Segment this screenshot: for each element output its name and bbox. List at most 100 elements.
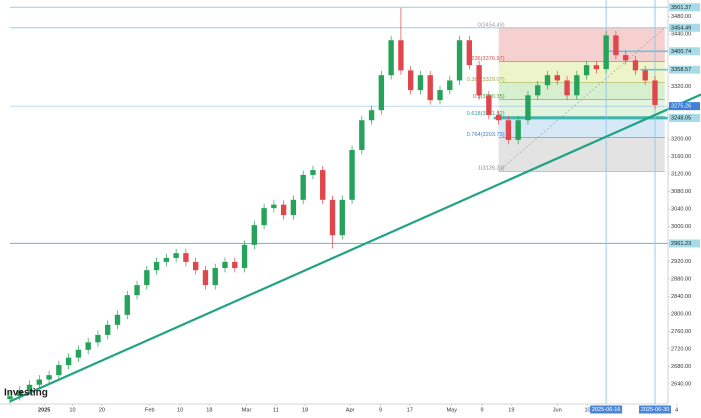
candle-body [476,65,482,96]
x-tick-label: Jun [553,407,562,413]
candle-body [583,65,590,76]
candle-body [564,80,570,96]
y-tick-label: 2720.00 [671,346,691,352]
candle-body [124,295,130,315]
candle-body [486,95,492,115]
date-label: 2025-06-16 [592,407,621,413]
candle-body [26,384,33,391]
fib-level-label: 0.764(3203.73) [467,132,505,138]
x-tick-label: 2025 [38,407,50,413]
y-tick-label: 2800.00 [671,311,691,317]
candle-body [163,257,170,262]
candle-body [417,75,424,91]
y-tick-label: 2640.00 [671,381,691,387]
candle-body [398,40,404,71]
y-tick-label: 3480.00 [671,14,691,20]
price-label: 3400.74 [671,49,691,55]
y-tick-label: 2840.00 [671,294,691,300]
candle-body [466,40,473,66]
candle-body [85,342,91,350]
candle-body [7,396,13,400]
candle-body [525,95,531,121]
date-label-box [590,405,623,414]
candle-body [114,314,121,325]
y-tick-label: 3080.00 [671,189,691,195]
price-label: 3454.49 [671,25,691,31]
y-tick-label: 2920.00 [671,259,691,265]
x-tick-label: 20 [99,407,105,413]
date-label-box [639,405,671,414]
x-tick-label: 10 [584,407,590,413]
fib-level-label: 1(3126.31) [478,166,505,172]
x-tick-label: 10 [177,407,183,413]
candle-body [232,261,238,269]
fib-level-label: 0.382(3329.07) [467,77,505,83]
candle-body [290,199,297,216]
candle-body [574,75,580,96]
candle-body [349,149,355,200]
trendline [9,93,701,403]
candle-body [427,75,433,101]
candle-body [46,375,52,380]
candle-body [212,268,218,286]
candle-body [241,244,248,269]
x-tick-label: 17 [407,407,413,413]
candle-body [437,90,443,101]
candle-body [388,40,394,76]
x-tick-label: 9 [480,407,483,413]
candle-body [320,170,326,200]
candle-body [329,199,336,236]
y-tick-label: 2680.00 [671,364,691,370]
fib-level-label: 0.618(3251.62) [467,111,505,117]
candle-body [202,270,209,286]
candle-body [407,70,414,91]
fib-band [498,116,665,138]
x-tick-label: Mar [242,407,252,413]
price-label-box [669,3,700,12]
candle-body [251,225,258,245]
line-layer [9,0,701,404]
candle-body [95,334,101,343]
candle-body [153,261,160,271]
candle-body [300,174,306,200]
candle-body [134,285,140,296]
date-label: 2025-06-30 [641,407,670,413]
price-label: 2961.23 [671,241,691,247]
candle-body [642,70,648,81]
y-tick-label: 3120.00 [671,172,691,178]
fib-level-label: 0.236(3376.97) [467,56,505,62]
candle-body [105,324,111,335]
candle-body [173,253,179,258]
candle-body [447,80,453,91]
x-tick-label: 4 [675,407,678,413]
fib-diagonal [498,27,665,172]
price-label: 3275.26 [671,104,691,110]
fib-band [498,99,665,117]
watermark: Investing [4,388,48,399]
candle-body [368,110,375,121]
candle-body [622,55,629,61]
candle-body [544,75,551,86]
fib-band [498,61,665,83]
x-tick-label: 9 [379,407,382,413]
candle-body [632,60,639,71]
candle-body [192,261,199,271]
x-tick-label: Feb [145,407,155,413]
candle-body [535,85,541,96]
candle-body [75,349,82,358]
fib-band [498,82,665,100]
candle-body [339,199,345,236]
candle-body [505,120,512,140]
y-tick-label: 2880.00 [671,276,691,282]
candle-body [183,253,189,262]
candle-body [36,379,43,385]
candle-body [261,208,267,226]
fib-band [498,27,665,62]
price-label-box [669,102,700,111]
price-label: 3358.57 [671,67,691,73]
candle-body [378,75,385,111]
candle-body [603,35,609,70]
candle-body [222,261,228,269]
candle-body [17,390,23,397]
